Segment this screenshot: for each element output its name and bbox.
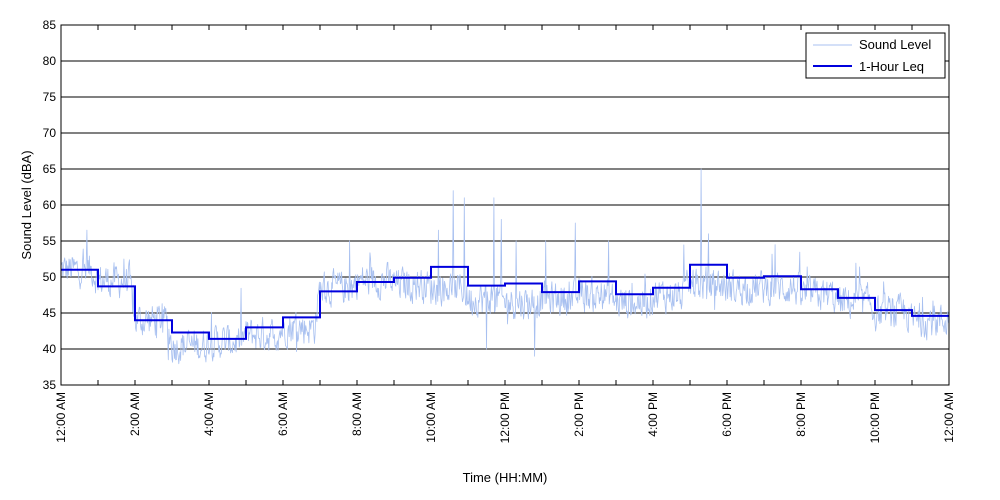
sound-level-series — [60, 168, 950, 365]
x-tick-label: 10:00 AM — [424, 392, 438, 443]
x-tick-label: 6:00 PM — [720, 392, 734, 437]
legend-label-leq: 1-Hour Leq — [859, 59, 924, 74]
y-tick-label: 35 — [43, 378, 57, 392]
x-tick-label: 2:00 PM — [572, 392, 586, 437]
x-tick-label: 8:00 PM — [794, 392, 808, 437]
y-axis-title: Sound Level (dBA) — [19, 150, 34, 259]
y-tick-label: 50 — [43, 270, 57, 284]
x-tick-label: 12:00 AM — [942, 392, 956, 443]
legend: Sound Level 1-Hour Leq — [805, 32, 946, 79]
y-tick-label: 70 — [43, 126, 57, 140]
y-tick-label: 75 — [43, 90, 57, 104]
x-axis-title: Time (HH:MM) — [463, 470, 548, 485]
legend-label-sound-level: Sound Level — [859, 37, 931, 52]
x-tick-label: 4:00 AM — [202, 392, 216, 436]
x-tick-label: 12:00 PM — [498, 392, 512, 443]
y-tick-label: 80 — [43, 54, 57, 68]
y-tick-label: 45 — [43, 306, 57, 320]
y-tick-label: 85 — [43, 18, 57, 32]
x-axis: 12:00 AM 2:00 AM 4:00 AM 6:00 AM 8:00 AM 10:0… — [54, 25, 956, 443]
sound-level-line — [60, 168, 950, 365]
x-tick-label: 6:00 AM — [276, 392, 290, 436]
x-tick-label: 8:00 AM — [350, 392, 364, 436]
x-tick-label: 2:00 AM — [128, 392, 142, 436]
grid-lines — [61, 60, 949, 350]
y-axis: 35 40 45 50 55 60 65 70 75 80 85 — [43, 18, 66, 392]
leq-series — [61, 263, 949, 340]
y-tick-label: 60 — [43, 198, 57, 212]
leq-step-line — [61, 263, 949, 340]
legend-box — [805, 32, 946, 79]
x-tick-label: 12:00 AM — [54, 392, 68, 443]
x-tick-label: 4:00 PM — [646, 392, 660, 437]
y-tick-label: 40 — [43, 342, 57, 356]
y-tick-label: 65 — [43, 162, 57, 176]
y-tick-label: 55 — [43, 234, 57, 248]
x-tick-label: 10:00 PM — [868, 392, 882, 443]
